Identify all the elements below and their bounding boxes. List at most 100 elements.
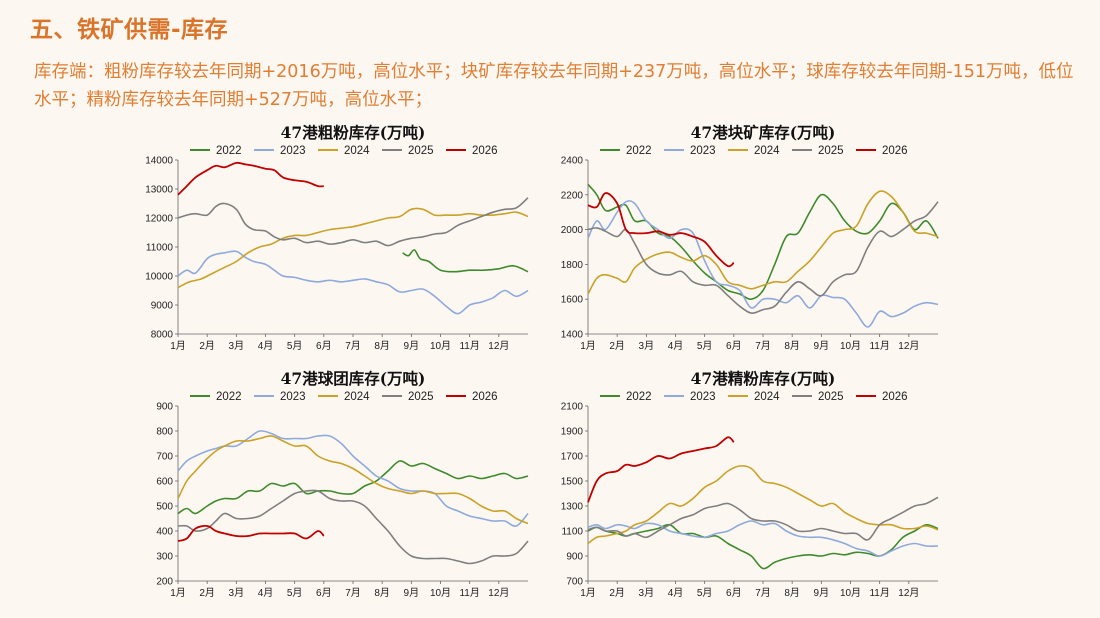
x-tick-label: 5月 [697, 587, 713, 599]
y-tick-label: 10000 [145, 272, 173, 283]
x-tick-label: 10月 [430, 587, 451, 599]
y-tick-label: 1900 [561, 427, 584, 438]
x-tick-label: 8月 [784, 340, 800, 352]
series-line-2024 [587, 190, 939, 295]
x-tick-label: 3月 [639, 340, 655, 352]
x-tick-label: 4月 [258, 340, 274, 352]
y-tick-label: 1800 [561, 260, 584, 271]
x-tick-label: 9月 [814, 340, 830, 352]
legend-label-2023: 2023 [690, 391, 716, 403]
x-tick-label: 2月 [199, 587, 215, 599]
chart-title: 47港块矿库存(万吨) [691, 123, 836, 142]
x-tick-label: 8月 [374, 340, 390, 352]
legend-label-2024: 2024 [754, 391, 780, 403]
x-tick-label: 5月 [697, 340, 713, 352]
legend-label-2022: 2022 [216, 145, 242, 157]
legend-label-2025: 2025 [818, 145, 844, 157]
y-tick-label: 2200 [561, 190, 584, 201]
chart-panel-fines: 47港粗粉库存(万吨) 2022 2023 2024 2025 2026 8000 9000 1… [140, 120, 529, 352]
series-line-2022 [587, 523, 939, 570]
series-line-2023 [587, 520, 939, 557]
legend-label-2022: 2022 [216, 391, 242, 403]
series-line-2024 [177, 435, 529, 525]
legend-label-2022: 2022 [626, 391, 652, 403]
x-tick-label: 6月 [726, 587, 742, 599]
y-tick-label: 1700 [561, 452, 584, 463]
x-tick-label: 8月 [784, 587, 800, 599]
y-tick-label: 900 [156, 402, 173, 413]
y-tick-label: 2100 [561, 402, 584, 413]
x-tick-label: 11月 [869, 587, 889, 599]
y-tick-label: 11000 [146, 243, 174, 254]
chart-lump: 47港块矿库存(万吨) 2022 2023 2024 2025 2026 1400 1600 1… [561, 123, 939, 352]
x-tick-label: 12月 [488, 587, 509, 599]
y-tick-label: 400 [156, 527, 173, 538]
legend-label-2026: 2026 [882, 391, 908, 403]
y-tick-label: 200 [156, 577, 173, 588]
x-tick-label: 11月 [459, 587, 479, 599]
series-line-2022 [177, 460, 529, 515]
legend-label-2024: 2024 [344, 391, 370, 403]
x-tick-label: 9月 [404, 340, 420, 352]
series-line-2026 [177, 161, 324, 196]
x-tick-label: 3月 [639, 587, 655, 599]
legend-label-2024: 2024 [344, 145, 370, 157]
y-tick-label: 12000 [145, 214, 173, 225]
x-tick-label: 8月 [374, 587, 390, 599]
chart-panel-concentrate: 47港精粉库存(万吨) 2022 2023 2024 2025 2026 700 900 110… [550, 366, 939, 599]
series-line-2026 [587, 436, 735, 503]
y-tick-label: 1100 [561, 527, 583, 538]
x-tick-label: 7月 [345, 340, 361, 352]
series-line-2024 [177, 207, 529, 289]
series-line-2025 [587, 201, 939, 314]
x-tick-label: 12月 [898, 587, 919, 599]
legend-label-2023: 2023 [690, 145, 716, 157]
x-tick-label: 4月 [668, 340, 684, 352]
legend-label-2023: 2023 [280, 145, 306, 157]
y-tick-label: 900 [566, 552, 583, 563]
series-line-2025 [177, 197, 529, 247]
series-line-2023 [177, 250, 529, 315]
x-tick-label: 4月 [258, 587, 274, 599]
y-tick-label: 700 [156, 452, 173, 463]
x-tick-label: 6月 [726, 340, 742, 352]
y-tick-label: 14000 [145, 156, 173, 167]
chart-pellet: 47港球团库存(万吨) 2022 2023 2024 2025 2026 200 300 400… [156, 369, 529, 599]
y-tick-label: 1500 [561, 477, 584, 488]
x-tick-label: 4月 [668, 587, 684, 599]
y-tick-label: 800 [156, 427, 173, 438]
x-tick-label: 3月 [229, 340, 245, 352]
chart-fines: 47港粗粉库存(万吨) 2022 2023 2024 2025 2026 8000 9000 1… [145, 123, 529, 352]
y-tick-label: 8000 [151, 330, 174, 341]
chart-title: 47港球团库存(万吨) [281, 369, 426, 388]
x-tick-label: 5月 [287, 587, 303, 599]
x-tick-label: 10月 [430, 340, 451, 352]
x-tick-label: 7月 [345, 587, 361, 599]
legend-label-2026: 2026 [472, 145, 498, 157]
legend-label-2026: 2026 [882, 145, 908, 157]
legend-label-2025: 2025 [408, 145, 434, 157]
series-line-2022 [402, 249, 529, 273]
legend-label-2024: 2024 [754, 145, 780, 157]
x-tick-label: 5月 [287, 340, 303, 352]
x-tick-label: 6月 [316, 340, 332, 352]
series-line-2026 [177, 525, 325, 542]
inventory-summary-text: 库存端：粗粉库存较去年同期+2016万吨，高位水平；块矿库存较去年同期+237万… [34, 62, 1074, 110]
series-line-2023 [587, 200, 939, 328]
legend-label-2023: 2023 [280, 391, 306, 403]
x-tick-label: 1月 [580, 340, 596, 352]
x-tick-label: 2月 [609, 340, 625, 352]
y-tick-label: 1400 [561, 330, 584, 341]
x-tick-label: 2月 [609, 587, 625, 599]
x-tick-label: 3月 [229, 587, 245, 599]
series-line-2022 [587, 183, 939, 301]
x-tick-label: 12月 [488, 340, 509, 352]
series-line-2023 [177, 430, 529, 527]
y-tick-label: 300 [156, 552, 173, 563]
chart-title: 47港粗粉库存(万吨) [281, 123, 426, 142]
y-tick-label: 500 [156, 502, 173, 513]
y-tick-label: 1300 [561, 502, 584, 513]
x-tick-label: 1月 [170, 587, 186, 599]
x-tick-label: 1月 [170, 340, 186, 352]
legend-label-2025: 2025 [818, 391, 844, 403]
